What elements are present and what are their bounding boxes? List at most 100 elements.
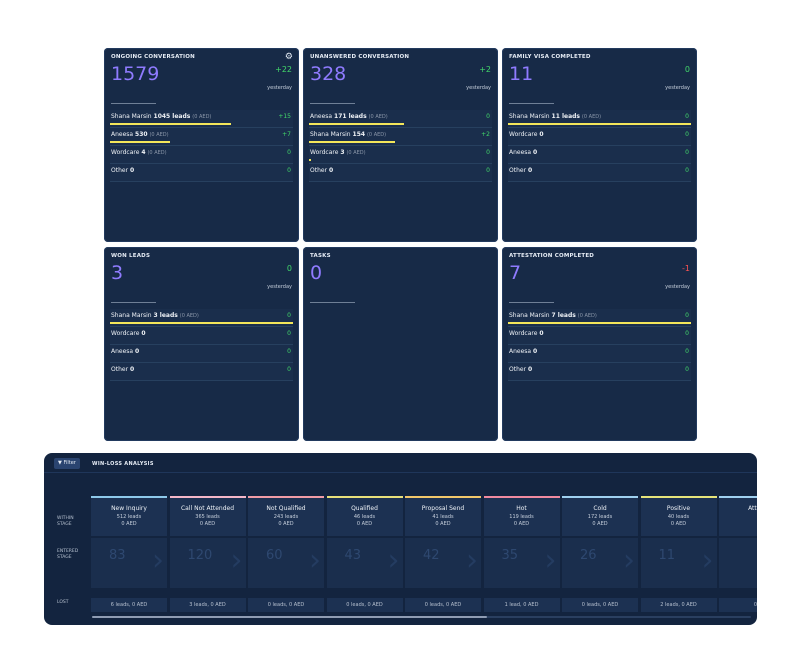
breakdown-row[interactable]: Wordcare 0 0 [110, 327, 293, 345]
stage-column[interactable]: Attest › 0 l [719, 496, 757, 620]
card-title: UNANSWERED CONVERSATION [310, 54, 410, 60]
stage-entered: 60 › [248, 538, 324, 588]
stage-header: Cold 172 leads 0 AED [562, 498, 638, 536]
row-change: 0 [287, 366, 291, 373]
stage-columns: New Inquiry 512 leads 0 AED 83 › 6 leads… [91, 496, 757, 620]
stage-entered: 83 › [91, 538, 167, 588]
breakdown-row[interactable]: Other 0 0 [508, 164, 691, 182]
breakdown-row[interactable]: Wordcare 3 (0 AED) 0 [309, 146, 492, 164]
stage-column[interactable]: Qualified 46 leads 0 AED 43 › 0 leads, 0… [326, 496, 403, 620]
divider [310, 103, 355, 104]
delta-label: yesterday [665, 85, 690, 91]
card-value: 7 [509, 262, 522, 284]
card-value: 1579 [111, 63, 160, 85]
progress-bar [309, 123, 405, 125]
stage-header: Call Not Attended 365 leads 0 AED [169, 498, 246, 536]
delta-value: 0 [684, 65, 690, 74]
row-change: 0 [685, 330, 689, 337]
label-entered-stage: ENTERED STAGE [57, 549, 79, 560]
row-label: Wordcare 4 (0 AED) [111, 149, 167, 156]
stage-name: Hot [516, 505, 527, 512]
breakdown-row[interactable]: Other 0 0 [110, 164, 293, 182]
row-change: 0 [287, 348, 291, 355]
stage-column[interactable]: Hot 119 leads 0 AED 35 › 1 lead, 0 AED [483, 496, 560, 620]
stage-lost: 0 leads, 0 AED [562, 598, 638, 612]
filter-button[interactable]: ▼ Filter [54, 458, 80, 469]
stage-column[interactable]: Call Not Attended 365 leads 0 AED 120 › … [169, 496, 246, 620]
row-change: 0 [685, 312, 689, 319]
row-change: 0 [486, 149, 490, 156]
stage-column[interactable]: Cold 172 leads 0 AED 26 › 0 leads, 0 AED [562, 496, 638, 620]
breakdown-row[interactable]: Shana Marsin 154 (0 AED) +2 [309, 128, 492, 146]
stage-column[interactable]: Proposal Send 41 leads 0 AED 42 › 0 lead… [405, 496, 481, 620]
row-label: Wordcare 0 [509, 131, 544, 138]
stage-header: Positive 40 leads 0 AED [640, 498, 717, 536]
stage-name: Attest [748, 505, 757, 512]
card-delta: -1 yesterday [665, 264, 690, 292]
row-change: 0 [486, 113, 490, 120]
card-title: WON LEADS [111, 253, 151, 259]
row-label: Wordcare 0 [111, 330, 146, 337]
delta-label: yesterday [665, 284, 690, 290]
delta-label: yesterday [267, 85, 292, 91]
breakdown-row[interactable]: Shana Marsin 1045 leads (0 AED) +15 [110, 110, 293, 128]
stage-entered: 26 › [562, 538, 638, 588]
entered-count: 83 [109, 548, 126, 563]
row-label: Shana Marsin 3 leads (0 AED) [111, 312, 199, 319]
progress-bar [508, 322, 691, 324]
entered-count: 26 [580, 548, 597, 563]
row-labels: WITHIN STAGE ENTERED STAGE LOST [50, 473, 90, 623]
stage-column[interactable]: Positive 40 leads 0 AED 11 › 2 leads, 0 … [640, 496, 717, 620]
stage-entered: › [719, 538, 757, 588]
stage-leads: 46 leads [353, 514, 376, 520]
scrollbar-thumb[interactable] [92, 616, 488, 618]
row-change: 0 [685, 348, 689, 355]
card-value: 11 [509, 63, 534, 85]
breakdown-row[interactable]: Wordcare 0 0 [508, 327, 691, 345]
row-label: Aneesa 530 (0 AED) [111, 131, 169, 138]
stage-color-bar [91, 496, 167, 498]
stage-aed: 0 AED [670, 521, 687, 527]
delta-value: +22 [275, 65, 292, 74]
breakdown-row[interactable]: Wordcare 0 0 [508, 128, 691, 146]
panel-header: ▼ Filter WIN-LOSS ANALYSIS [44, 453, 757, 473]
horizontal-scrollbar[interactable] [92, 616, 751, 618]
entered-count: 60 [266, 548, 283, 563]
breakdown-row[interactable]: Aneesa 0 0 [508, 146, 691, 164]
stage-aed: 0 AED [435, 521, 451, 527]
card-delta: 0 yesterday [267, 264, 292, 292]
breakdown-row[interactable]: Aneesa 0 0 [110, 345, 293, 363]
breakdown-row[interactable]: Shana Marsin 7 leads (0 AED) 0 [508, 309, 691, 327]
stage-header: Qualified 46 leads 0 AED [326, 498, 403, 536]
breakdown-row[interactable]: Aneesa 0 0 [508, 345, 691, 363]
row-change: +15 [278, 113, 291, 120]
breakdown-row[interactable]: Shana Marsin 11 leads (0 AED) 0 [508, 110, 691, 128]
progress-bar [309, 141, 395, 143]
gear-icon[interactable]: ⚙ [284, 52, 293, 62]
chevron-right-icon: › [544, 543, 557, 578]
breakdown-row[interactable]: Other 0 0 [508, 363, 691, 381]
row-label: Other 0 [509, 167, 533, 174]
stage-aed: 0 AED [592, 521, 608, 527]
stage-entered: 11 › [640, 538, 717, 588]
row-change: +7 [282, 131, 291, 138]
metric-card: TASKS 0 [303, 247, 498, 441]
stage-column[interactable]: New Inquiry 512 leads 0 AED 83 › 6 leads… [91, 496, 167, 620]
card-delta: 0 yesterday [665, 65, 690, 93]
progress-bar [110, 322, 293, 324]
stage-color-bar [248, 496, 324, 498]
stage-leads: 365 leads [195, 514, 220, 520]
stage-column[interactable]: Not Qualified 243 leads 0 AED 60 › 0 lea… [248, 496, 324, 620]
stage-entered: 42 › [405, 538, 481, 588]
progress-bar [110, 141, 171, 143]
breakdown-row[interactable]: Aneesa 171 leads (0 AED) 0 [309, 110, 492, 128]
breakdown-row[interactable]: Aneesa 530 (0 AED) +7 [110, 128, 293, 146]
stage-color-bar [405, 496, 481, 498]
breakdown-row[interactable]: Shana Marsin 3 leads (0 AED) 0 [110, 309, 293, 327]
breakdown-row[interactable]: Wordcare 4 (0 AED) 0 [110, 146, 293, 164]
stage-name: Not Qualified [266, 505, 306, 512]
stage-aed: 0 AED [356, 521, 373, 527]
breakdown-row[interactable]: Other 0 0 [110, 363, 293, 381]
breakdown-row[interactable]: Other 0 0 [309, 164, 492, 182]
row-change: 0 [486, 167, 490, 174]
